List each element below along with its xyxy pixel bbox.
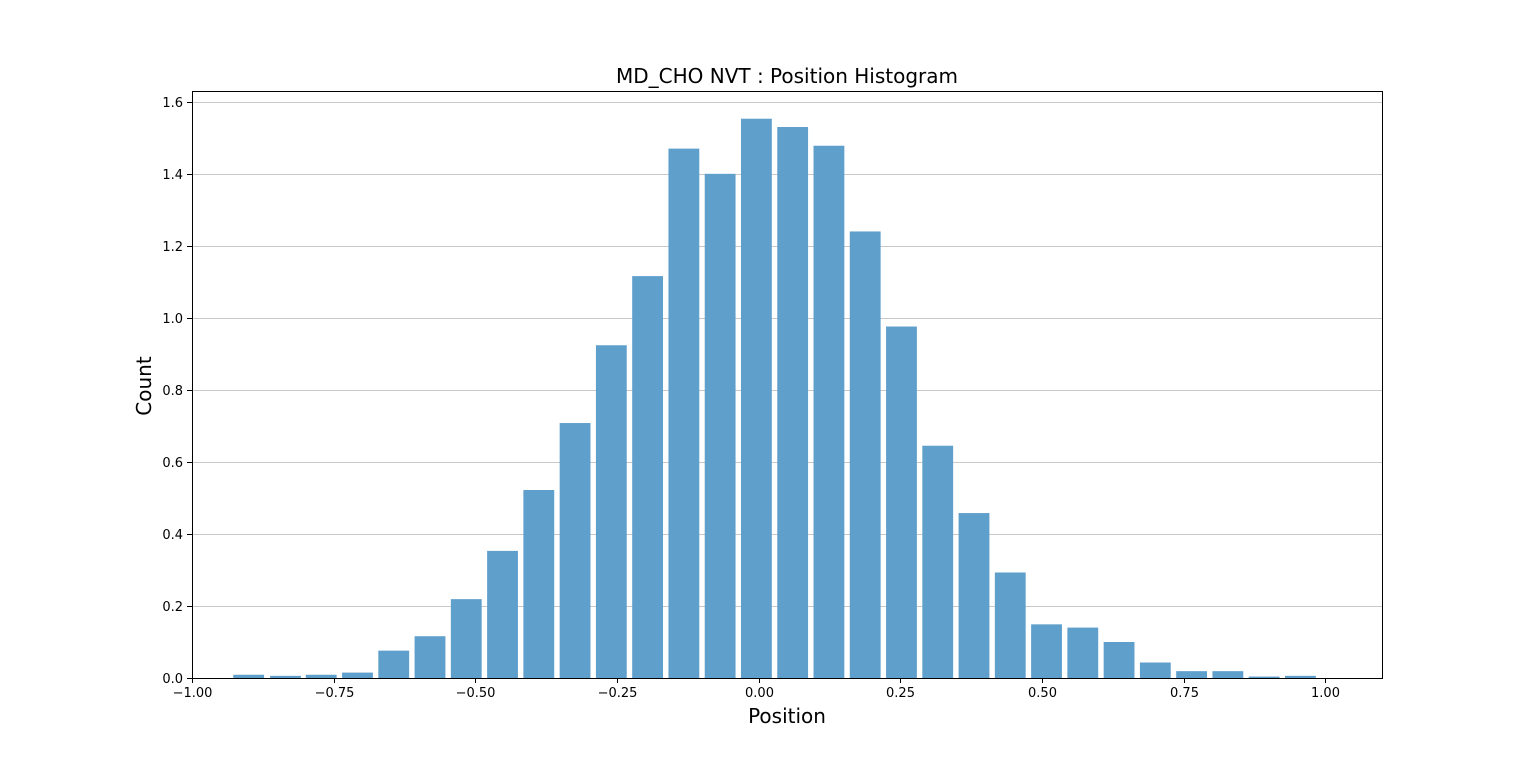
bar xyxy=(378,650,410,678)
bar xyxy=(342,672,373,678)
y-tick-label: 1.2 xyxy=(162,240,183,255)
bar xyxy=(487,550,518,678)
x-axis-ticks: −1.00 −0.75 −0.50 −0.25 0.00 0.25 0.50 0.75 1.00 xyxy=(173,678,1340,701)
y-axis-label: Count xyxy=(132,356,156,416)
x-tick-label: −0.75 xyxy=(315,686,355,701)
bar xyxy=(813,145,845,678)
bars xyxy=(233,118,1316,679)
bar xyxy=(1176,671,1208,678)
x-tick-label: 1.00 xyxy=(1311,686,1340,701)
bar xyxy=(994,572,1026,678)
bar xyxy=(922,445,954,678)
y-axis-ticks: 0.0 0.2 0.4 0.6 0.8 1.0 1.2 1.4 1.6 xyxy=(162,96,192,687)
bar xyxy=(668,148,700,678)
bar xyxy=(1212,671,1244,678)
bar xyxy=(1067,627,1099,678)
bar xyxy=(414,636,446,678)
x-tick-label: 0.00 xyxy=(745,686,774,701)
bar xyxy=(233,674,265,678)
y-tick-label: 0.8 xyxy=(162,384,183,399)
bar xyxy=(632,276,664,678)
y-tick-label: 1.4 xyxy=(162,168,183,183)
x-tick-label: 0.75 xyxy=(1170,686,1199,701)
bar xyxy=(1103,641,1135,678)
x-tick-label: 0.50 xyxy=(1028,686,1057,701)
x-tick-label: −0.50 xyxy=(456,686,496,701)
y-tick-label: 0.0 xyxy=(162,672,183,687)
bar xyxy=(1248,676,1280,678)
y-tick-label: 0.4 xyxy=(162,528,183,543)
y-tick-label: 0.2 xyxy=(162,600,183,615)
bar xyxy=(305,674,337,678)
bar xyxy=(450,599,482,678)
bar xyxy=(886,326,917,678)
x-tick-label: −0.25 xyxy=(598,686,638,701)
chart-title: MD_CHO NVT : Position Histogram xyxy=(616,64,958,88)
bar xyxy=(1284,675,1316,678)
bar xyxy=(559,423,591,678)
plot-frame xyxy=(192,91,1383,679)
bar xyxy=(595,345,627,678)
bar xyxy=(1139,662,1171,678)
y-tick-label: 1.0 xyxy=(162,312,183,327)
x-tick-label: −1.00 xyxy=(173,686,213,701)
bar xyxy=(1031,624,1062,678)
bar xyxy=(849,231,881,678)
bar xyxy=(958,513,990,678)
y-tick-label: 1.6 xyxy=(162,96,183,111)
y-tick-label: 0.6 xyxy=(162,456,183,471)
x-tick-label: 0.25 xyxy=(886,686,915,701)
bar xyxy=(740,118,772,679)
bar xyxy=(704,173,736,678)
x-axis-label: Position xyxy=(748,704,826,728)
bar xyxy=(270,675,301,678)
bar xyxy=(523,490,555,678)
bar xyxy=(777,127,809,678)
